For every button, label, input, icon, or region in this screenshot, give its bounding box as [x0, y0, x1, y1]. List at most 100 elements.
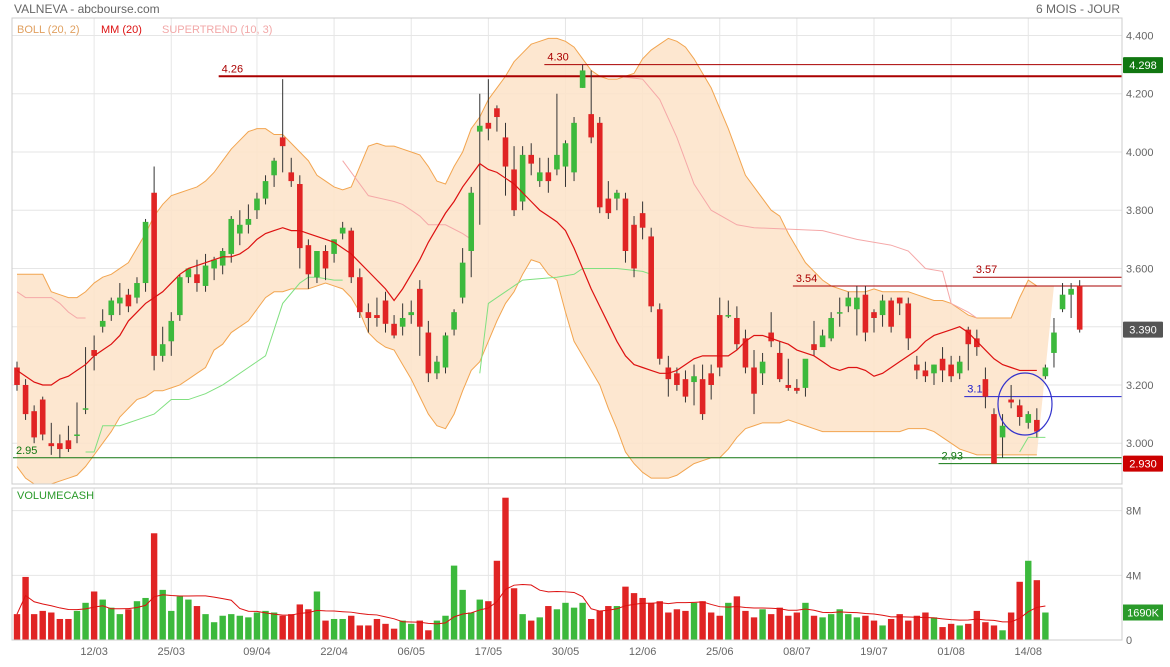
volume-bar — [193, 606, 201, 640]
candle-body — [1042, 367, 1049, 377]
candle-body — [177, 277, 183, 316]
legend-mm: MM (20) — [101, 24, 142, 36]
volume-bar — [236, 615, 244, 640]
volume-bar — [90, 591, 98, 640]
price-axis-tick-label: 3.800 — [1126, 205, 1154, 217]
candle-body — [391, 323, 397, 336]
moving-average — [16, 162, 1037, 386]
candle-body — [142, 221, 149, 284]
candle-body — [956, 361, 963, 374]
volume-bar — [356, 625, 363, 640]
candle-body — [382, 300, 389, 324]
candle-body — [939, 358, 946, 371]
volume-bars — [13, 497, 1049, 640]
volume-bar — [253, 612, 261, 640]
volume-bar — [836, 609, 843, 640]
volume-bar — [656, 601, 663, 640]
candle-body — [151, 192, 157, 356]
volume-bar — [270, 612, 278, 640]
volume-bar — [330, 618, 338, 640]
date-axis-tick-label: 12/03 — [80, 646, 108, 658]
volume-bar — [142, 597, 149, 640]
volume-bar — [913, 615, 921, 640]
volume-bar — [939, 627, 946, 640]
volume-bar — [13, 614, 21, 640]
candle-body — [639, 213, 646, 228]
volume-bar — [442, 615, 449, 640]
bollinger-lower-line — [16, 259, 1037, 485]
candle-body — [1068, 288, 1074, 295]
date-axis-tick-label: 14/08 — [1014, 646, 1042, 658]
candle-body — [991, 414, 997, 464]
volume-panel-frame — [11, 487, 1123, 641]
candle-body — [1076, 285, 1083, 330]
volume-bar — [219, 615, 226, 640]
volume-bar — [502, 497, 509, 640]
candle-body — [245, 218, 252, 225]
volume-bar — [999, 630, 1006, 640]
volume-bar — [827, 614, 835, 640]
price-axis-tick-label: 3.600 — [1126, 263, 1154, 275]
candle-body — [14, 367, 20, 385]
volume-bar — [82, 602, 89, 640]
candle-body — [202, 265, 209, 286]
supertrend-down-line — [16, 291, 86, 319]
volume-bar — [562, 602, 569, 640]
volume-bar — [339, 618, 346, 640]
candle-body — [322, 251, 329, 269]
candle-body — [699, 379, 706, 415]
volume-bar — [168, 610, 175, 640]
volume-bar — [305, 609, 312, 640]
candle-body — [768, 332, 774, 342]
volume-bar — [819, 617, 826, 640]
candle-body — [596, 122, 603, 208]
candle-body — [734, 317, 740, 345]
volume-bar — [485, 601, 492, 640]
candle-body — [528, 154, 534, 164]
volume-bar — [1016, 581, 1023, 640]
candle-body — [314, 251, 320, 278]
candle-body — [168, 320, 175, 342]
volume-bar — [862, 615, 869, 640]
date-axis-tick-label: 17/05 — [475, 646, 503, 658]
candle-body — [125, 294, 132, 307]
candle-body — [1016, 405, 1023, 418]
volume-bar — [802, 602, 809, 640]
volume-average-line — [16, 584, 1046, 625]
volume-bar — [56, 618, 64, 640]
candle-body — [948, 364, 954, 377]
candle-body — [459, 262, 466, 298]
candle-body — [656, 309, 663, 359]
candle-body — [776, 352, 783, 380]
candle-body — [1025, 414, 1032, 423]
reference-line-label: 3.54 — [796, 273, 817, 285]
volume-bar — [536, 617, 543, 640]
candle-body — [536, 172, 543, 182]
volume-bar — [930, 617, 938, 640]
volume-bar — [965, 623, 972, 640]
candle-body — [288, 172, 295, 182]
candle-body — [425, 332, 432, 374]
volume-bar — [682, 610, 689, 640]
candle-body — [965, 329, 972, 345]
candle-body — [605, 198, 612, 214]
volume-bar — [22, 576, 29, 640]
chart-title: VALNEVA - abcbourse.com — [14, 2, 160, 16]
candle-body — [819, 335, 826, 348]
price-axis-tick-label: 4.000 — [1126, 147, 1154, 159]
period-label: 6 MOIS - JOUR — [1036, 2, 1120, 16]
supertrend-down-line — [574, 75, 978, 319]
price-tags: 4.298 3.390 2.930 1690K — [1123, 57, 1163, 621]
candle-body — [494, 108, 500, 118]
bollinger-band-fill — [17, 38, 1054, 484]
candle-body — [571, 122, 577, 173]
volume-axis-tick-label: 8M — [1126, 506, 1141, 518]
candle-body — [57, 443, 63, 450]
price-axis-tick-label: 4.200 — [1126, 89, 1154, 101]
volume-bar — [733, 596, 741, 640]
volume-bar — [750, 617, 758, 640]
volume-bar — [699, 601, 706, 640]
candle-body — [708, 373, 714, 385]
volume-bar — [65, 618, 72, 640]
volume-bar — [296, 604, 304, 640]
